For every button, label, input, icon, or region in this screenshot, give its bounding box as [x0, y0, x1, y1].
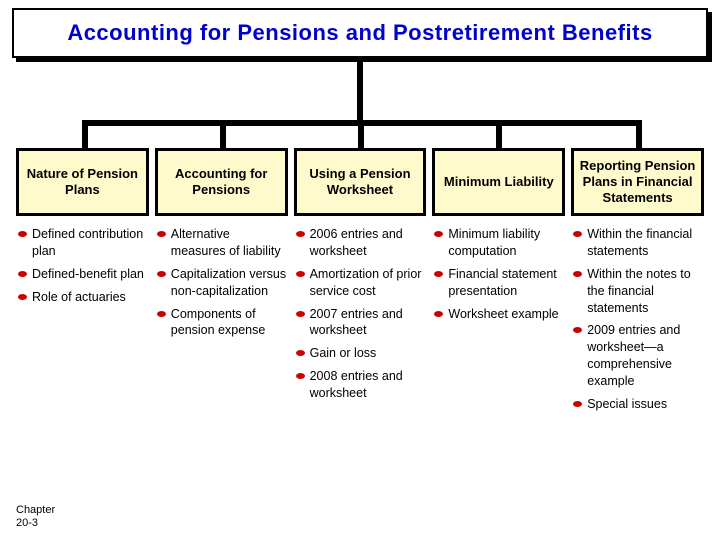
list-item: Minimum liability computation [434, 226, 565, 260]
column-header-label: Reporting Pension Plans in Financial Sta… [578, 158, 697, 207]
connector-main-stem [357, 62, 363, 120]
footer-line1: Chapter [16, 504, 55, 517]
column-header-label: Accounting for Pensions [162, 166, 281, 199]
list-item: Components of pension expense [157, 306, 288, 340]
list-item: 2006 entries and worksheet [296, 226, 427, 260]
list-item: 2008 entries and worksheet [296, 368, 427, 402]
column-1: Accounting for Pensions Alternative meas… [155, 148, 288, 419]
column-body-3: Minimum liability computation Financial … [432, 226, 565, 328]
list-item: Special issues [573, 396, 704, 413]
column-2: Using a Pension Worksheet 2006 entries a… [294, 148, 427, 419]
list-item: Defined-benefit plan [18, 266, 149, 283]
list-item: Worksheet example [434, 306, 565, 323]
bullet-list: Minimum liability computation Financial … [434, 226, 565, 322]
column-body-4: Within the financial statements Within t… [571, 226, 704, 419]
bullet-list: 2006 entries and worksheet Amortization … [296, 226, 427, 402]
footer-line2: 20-3 [16, 517, 55, 530]
footer: Chapter 20-3 [16, 504, 55, 530]
column-header-label: Nature of Pension Plans [23, 166, 142, 199]
list-item: 2009 entries and worksheet—a comprehensi… [573, 322, 704, 390]
list-item: Alternative measures of liability [157, 226, 288, 260]
list-item: Defined contribution plan [18, 226, 149, 260]
title-bar: Accounting for Pensions and Postretireme… [12, 8, 708, 58]
bullet-list: Defined contribution plan Defined-benefi… [18, 226, 149, 306]
column-header-1: Accounting for Pensions [155, 148, 288, 216]
connector-drop-2 [358, 120, 364, 148]
bullet-list: Alternative measures of liability Capita… [157, 226, 288, 339]
list-item: Role of actuaries [18, 289, 149, 306]
page-title: Accounting for Pensions and Postretireme… [67, 20, 652, 46]
column-body-1: Alternative measures of liability Capita… [155, 226, 288, 345]
list-item: 2007 entries and worksheet [296, 306, 427, 340]
list-item: Within the notes to the financial statem… [573, 266, 704, 317]
column-4: Reporting Pension Plans in Financial Sta… [571, 148, 704, 419]
column-header-4: Reporting Pension Plans in Financial Sta… [571, 148, 704, 216]
list-item: Financial statement presentation [434, 266, 565, 300]
list-item: Amortization of prior service cost [296, 266, 427, 300]
list-item: Capitalization versus non-capitalization [157, 266, 288, 300]
bullet-list: Within the financial statements Within t… [573, 226, 704, 413]
column-0: Nature of Pension Plans Defined contribu… [16, 148, 149, 419]
column-3: Minimum Liability Minimum liability comp… [432, 148, 565, 419]
columns-container: Nature of Pension Plans Defined contribu… [16, 148, 704, 419]
list-item: Gain or loss [296, 345, 427, 362]
column-header-0: Nature of Pension Plans [16, 148, 149, 216]
connector-drop-1 [220, 120, 226, 148]
column-header-label: Using a Pension Worksheet [301, 166, 420, 199]
column-body-0: Defined contribution plan Defined-benefi… [16, 226, 149, 312]
column-body-2: 2006 entries and worksheet Amortization … [294, 226, 427, 408]
connector-drop-3 [496, 120, 502, 148]
column-header-3: Minimum Liability [432, 148, 565, 216]
connector-drop-0 [82, 120, 88, 148]
column-header-label: Minimum Liability [444, 174, 554, 190]
column-header-2: Using a Pension Worksheet [294, 148, 427, 216]
connector-drop-4 [636, 120, 642, 148]
list-item: Within the financial statements [573, 226, 704, 260]
